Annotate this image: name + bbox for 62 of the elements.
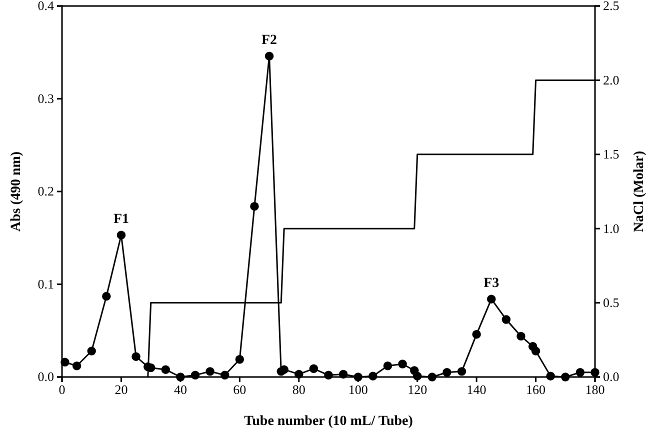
x-axis-title: Tube number (10 mL/ Tube) (244, 414, 414, 429)
point (176, 372, 185, 382)
point (354, 372, 362, 382)
point (72, 362, 82, 370)
y-tick-label: 0.3 (38, 90, 54, 106)
x-tick-label: 180 (585, 382, 605, 398)
point (546, 372, 555, 380)
point (338, 370, 348, 379)
point (220, 370, 230, 380)
point (457, 367, 466, 376)
y2-tick-label: 1.5 (603, 146, 620, 162)
point (442, 368, 452, 377)
point (87, 346, 96, 356)
x-tick-label: 0 (58, 382, 66, 398)
point (428, 372, 437, 382)
point (280, 365, 288, 374)
point (412, 372, 422, 380)
x-tick-label: 40 (174, 382, 187, 398)
point (264, 52, 274, 60)
point (516, 332, 526, 341)
point (190, 370, 200, 380)
point (309, 364, 318, 374)
x-tick-label: 160 (526, 382, 546, 398)
point (132, 352, 140, 361)
point (206, 367, 214, 376)
point (486, 294, 496, 304)
x-tick-label: 80 (292, 382, 306, 398)
y2-tick-label: 2.0 (603, 72, 620, 88)
point (368, 372, 378, 380)
annotation: F3 (484, 276, 500, 292)
point (398, 360, 407, 368)
annotation: F1 (113, 212, 130, 228)
point (383, 362, 392, 370)
y2-axis-title: NaCl (Molar) (632, 150, 647, 232)
point (60, 358, 70, 367)
y2-tick-label: 0.0 (603, 369, 620, 384)
y2-tick-label: 1.0 (603, 220, 620, 236)
point (531, 346, 540, 356)
point (502, 315, 511, 324)
y-tick-label: 0.0 (38, 369, 54, 384)
point (116, 230, 126, 240)
x-tick-label: 20 (114, 382, 128, 398)
x-tick-label: 60 (233, 382, 246, 398)
y-axis-title: Abs (490 nm) (9, 151, 24, 232)
y-tick-label: 0.4 (38, 0, 54, 14)
point (161, 365, 170, 374)
x-tick-label: 120 (408, 382, 428, 398)
point (102, 292, 111, 301)
point (324, 370, 333, 380)
x-tick-label: 140 (466, 382, 486, 398)
point (561, 372, 570, 382)
point (576, 368, 585, 377)
y2-tick-label: 0.5 (603, 294, 620, 310)
point (294, 370, 304, 379)
x-tick-label: 100 (348, 382, 368, 398)
annotation: F2 (261, 33, 278, 48)
y-tick-label: 0.1 (38, 276, 54, 292)
point (472, 330, 481, 339)
point (250, 202, 259, 211)
point (235, 355, 244, 364)
y2-tick-label: 2.5 (603, 0, 620, 14)
y-tick-label: 0.2 (38, 184, 54, 199)
